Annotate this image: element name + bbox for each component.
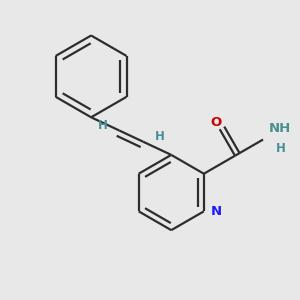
Text: O: O (210, 116, 221, 129)
Text: H: H (98, 119, 108, 132)
Text: H: H (276, 142, 286, 155)
Text: N: N (211, 205, 222, 218)
Text: H: H (155, 130, 165, 143)
Text: NH: NH (269, 122, 291, 135)
